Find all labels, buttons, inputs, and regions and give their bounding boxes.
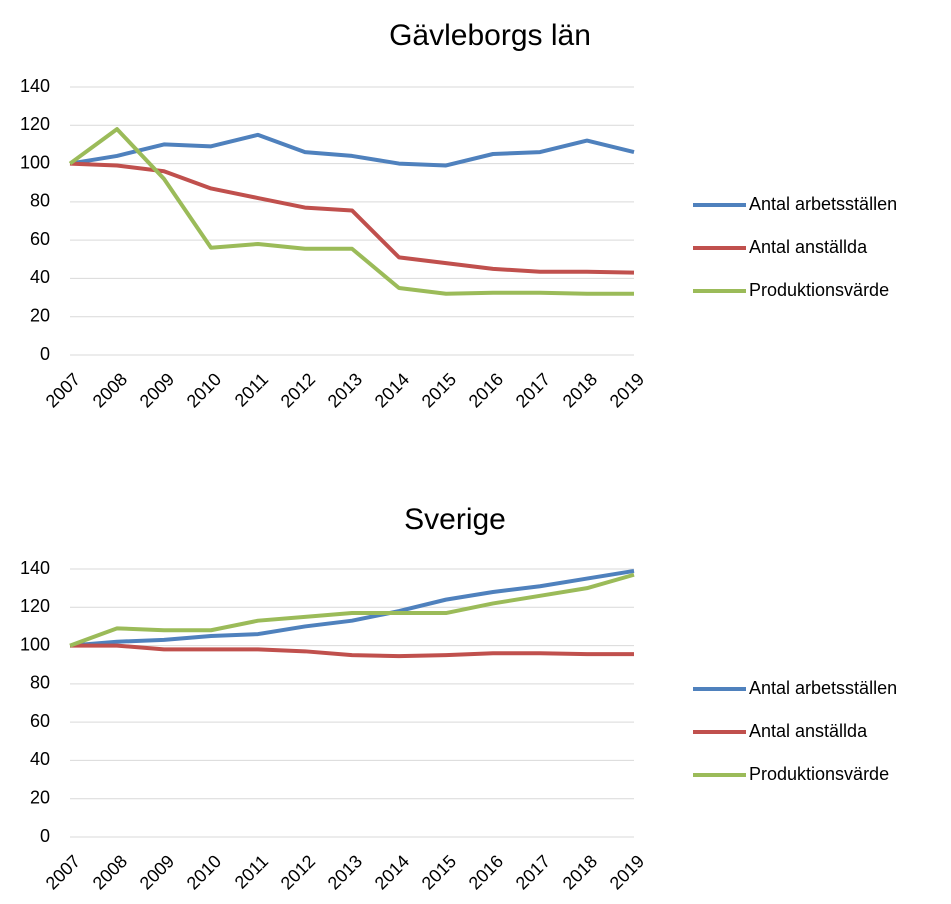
chart-title: Sverige bbox=[404, 503, 506, 536]
x-tick-label: 2008 bbox=[89, 851, 131, 893]
x-tick-label: 2018 bbox=[559, 369, 601, 411]
x-tick-label: 2015 bbox=[418, 851, 460, 893]
x-tick-label: 2013 bbox=[324, 851, 366, 893]
chart-title: Gävleborgs län bbox=[389, 19, 591, 52]
x-tick-label: 2010 bbox=[183, 369, 225, 411]
y-tick-label: 120 bbox=[20, 114, 50, 134]
x-tick-label: 2013 bbox=[324, 369, 366, 411]
x-tick-label: 2011 bbox=[231, 851, 273, 893]
y-tick-label: 120 bbox=[20, 596, 50, 616]
x-tick-label: 2014 bbox=[371, 851, 413, 893]
legend-label: Antal anställda bbox=[749, 721, 868, 741]
x-tick-label: 2016 bbox=[465, 369, 507, 411]
y-tick-label: 0 bbox=[40, 826, 50, 846]
y-tick-label: 100 bbox=[20, 634, 50, 654]
series-line bbox=[68, 127, 634, 296]
series-line bbox=[70, 643, 634, 659]
legend-label: Antal anställda bbox=[749, 237, 868, 257]
x-tick-label: 2009 bbox=[136, 851, 178, 893]
x-tick-label: 2012 bbox=[277, 851, 319, 893]
series-line bbox=[69, 132, 635, 168]
x-tick-label: 2014 bbox=[371, 369, 413, 411]
x-tick-label: 2015 bbox=[418, 369, 460, 411]
y-tick-label: 60 bbox=[30, 711, 50, 731]
x-tick-label: 2010 bbox=[183, 851, 225, 893]
series-line bbox=[69, 568, 635, 648]
y-tick-label: 80 bbox=[30, 191, 50, 211]
legend-label: Antal arbetsställen bbox=[749, 678, 897, 698]
series-line bbox=[69, 161, 635, 275]
x-tick-label: 2009 bbox=[136, 369, 178, 411]
x-tick-label: 2007 bbox=[42, 369, 84, 411]
x-tick-label: 2017 bbox=[512, 369, 554, 411]
y-tick-label: 100 bbox=[20, 152, 50, 172]
x-tick-label: 2008 bbox=[89, 369, 131, 411]
y-tick-label: 20 bbox=[30, 305, 50, 325]
y-tick-label: 20 bbox=[30, 787, 50, 807]
legend-label: Antal arbetsställen bbox=[749, 194, 897, 214]
legend-label: Produktionsvärde bbox=[749, 764, 889, 784]
x-tick-label: 2019 bbox=[606, 369, 648, 411]
y-tick-label: 0 bbox=[40, 344, 50, 364]
y-tick-label: 60 bbox=[30, 229, 50, 249]
x-tick-label: 2019 bbox=[606, 851, 648, 893]
y-tick-label: 140 bbox=[20, 76, 50, 96]
x-tick-label: 2011 bbox=[231, 369, 273, 411]
x-tick-label: 2017 bbox=[512, 851, 554, 893]
x-tick-label: 2016 bbox=[465, 851, 507, 893]
y-tick-label: 40 bbox=[30, 267, 50, 287]
legend-label: Produktionsvärde bbox=[749, 280, 889, 300]
y-tick-label: 140 bbox=[20, 558, 50, 578]
y-tick-label: 80 bbox=[30, 673, 50, 693]
y-tick-label: 40 bbox=[30, 749, 50, 769]
x-tick-label: 2012 bbox=[277, 369, 319, 411]
x-tick-label: 2007 bbox=[42, 851, 84, 893]
series-line bbox=[69, 572, 635, 648]
x-tick-label: 2018 bbox=[559, 851, 601, 893]
